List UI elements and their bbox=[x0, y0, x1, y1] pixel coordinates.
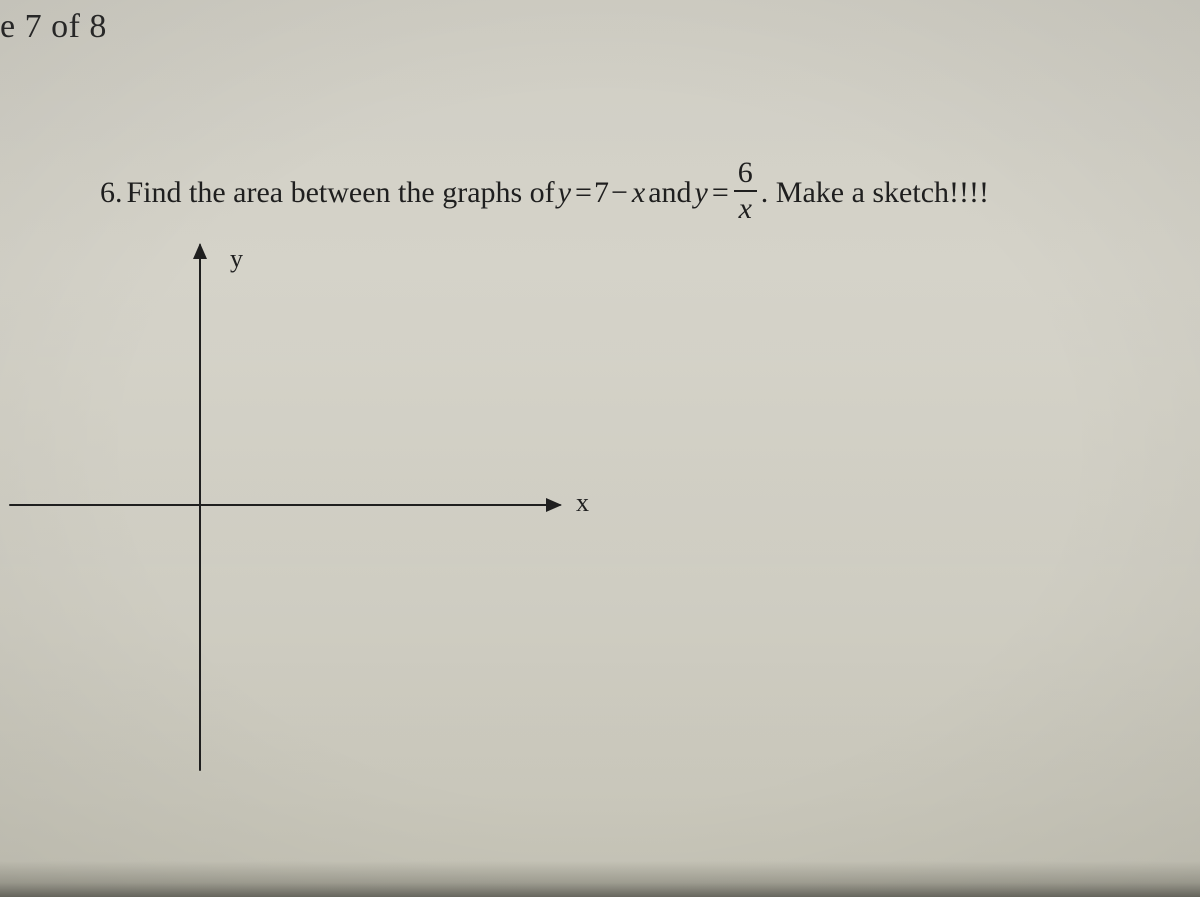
axes-sketch: yx bbox=[0, 225, 620, 805]
question-number: 6. bbox=[100, 172, 123, 214]
question-suffix: . Make a sketch!!!! bbox=[761, 172, 989, 214]
screen-bottom-edge bbox=[0, 861, 1200, 897]
eq1-rhs-num: 7 bbox=[593, 172, 610, 214]
eq1-eq: = bbox=[574, 172, 593, 214]
question-text: 6. Find the area between the graphs of y… bbox=[100, 160, 1160, 226]
page-indicator: e 7 of 8 bbox=[0, 8, 107, 46]
eq1-lhs: y bbox=[555, 172, 574, 214]
eq2-eq: = bbox=[711, 172, 730, 214]
eq1-rhs-op: − bbox=[610, 172, 629, 214]
eq2-denominator: x bbox=[735, 192, 756, 224]
eq2-numerator: 6 bbox=[734, 158, 757, 192]
axes-svg: yx bbox=[0, 225, 620, 805]
svg-text:y: y bbox=[230, 244, 243, 273]
svg-text:x: x bbox=[576, 488, 589, 517]
question-mid: and bbox=[648, 172, 691, 214]
eq1-rhs-var: x bbox=[629, 172, 648, 214]
question-prefix: Find the area between the graphs of bbox=[127, 172, 555, 214]
eq2-lhs: y bbox=[692, 172, 711, 214]
eq2-fraction: 6 x bbox=[734, 158, 757, 224]
